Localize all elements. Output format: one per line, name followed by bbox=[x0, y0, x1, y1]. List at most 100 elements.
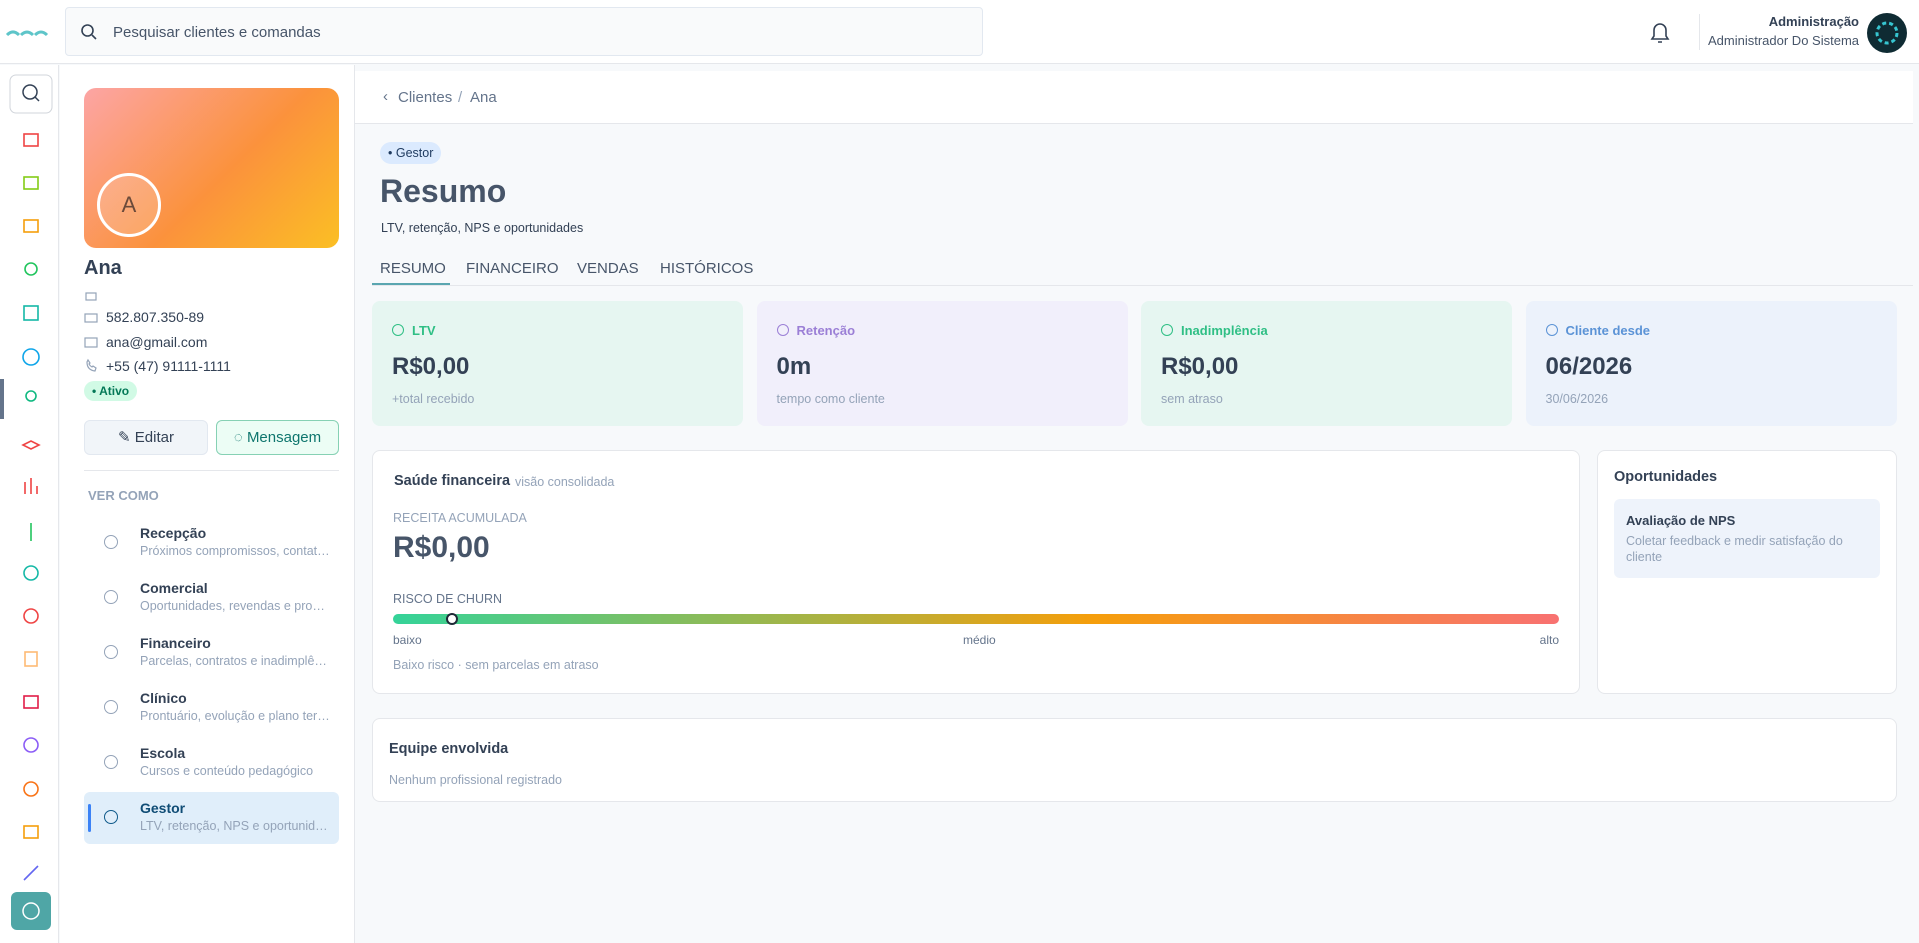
view-as-icon bbox=[104, 810, 118, 824]
opportunity-item[interactable]: Avaliação de NPS Coletar feedback e medi… bbox=[1614, 499, 1880, 578]
view-as-title: Recepção bbox=[140, 525, 207, 541]
kpi-note: sem atraso bbox=[1161, 392, 1223, 406]
divider bbox=[84, 470, 339, 471]
profile-avatar: A bbox=[97, 173, 161, 237]
kpi-note: 30/06/2026 bbox=[1545, 392, 1609, 406]
kpi-label: Retenção bbox=[796, 323, 856, 338]
message-button[interactable]: ◌ Mensagem bbox=[216, 420, 339, 455]
page-badge: • Gestor bbox=[380, 142, 442, 164]
scale-low: baixo bbox=[393, 633, 422, 647]
client-name: Ana bbox=[84, 257, 122, 279]
view-as-subtitle: Oportunidades, revendas e pro… bbox=[140, 599, 325, 613]
card-title: Equipe envolvida bbox=[389, 741, 509, 757]
search-placeholder: Pesquisar clientes e comandas bbox=[113, 24, 321, 41]
user-name: Administrador Do Sistema bbox=[1708, 33, 1859, 48]
churn-note: Baixo risco · sem parcelas em atraso bbox=[393, 658, 599, 672]
revenue-value: R$0,00 bbox=[393, 531, 490, 564]
main-content: ‹ Clientes / Ana • Gestor Resumo LTV, re… bbox=[355, 65, 1919, 943]
view-as-title: VER COMO bbox=[88, 488, 159, 503]
team-card: Equipe envolvida Nenhum profissional reg… bbox=[372, 718, 1897, 802]
active-indicator bbox=[88, 804, 91, 832]
page-subtitle: LTV, retenção, NPS e oportunidades bbox=[381, 221, 584, 235]
search-box[interactable]: Pesquisar clientes e comandas bbox=[65, 7, 983, 56]
view-as-icon bbox=[104, 590, 118, 604]
view-as-subtitle: Parcelas, contratos e inadimplê… bbox=[140, 654, 327, 668]
breadcrumb-parent[interactable]: Clientes bbox=[398, 89, 453, 106]
view-as-icon bbox=[104, 700, 118, 714]
tabs-border bbox=[372, 285, 1913, 286]
view-as-title: Gestor bbox=[140, 800, 186, 816]
kpi-value: 06/2026 bbox=[1545, 353, 1633, 380]
edit-label: Editar bbox=[134, 429, 174, 446]
opportunity-description: Coletar feedback e medir satisfação do c… bbox=[1626, 534, 1843, 564]
breadcrumb-back[interactable]: ‹ bbox=[383, 88, 388, 105]
churn-label: RISCO DE CHURN bbox=[393, 592, 503, 606]
kpi-note: tempo como cliente bbox=[776, 392, 885, 406]
client-sidebar: A Ana 582.807.350-89 ana@gmail.com +55 (… bbox=[60, 65, 355, 943]
client-email: ana@gmail.com bbox=[106, 334, 208, 350]
breadcrumb-separator: / bbox=[458, 89, 463, 106]
view-as-item[interactable]: Gestor LTV, retenção, NPS e oportunid… bbox=[84, 792, 339, 844]
financial-health-card: Saúde financeira visão consolidada RECEI… bbox=[372, 450, 1580, 694]
top-bar: Pesquisar clientes e comandas Administra… bbox=[0, 0, 1919, 64]
kpi-card: Retenção 0m tempo como cliente bbox=[756, 301, 1128, 426]
view-as-title: Financeiro bbox=[140, 635, 211, 651]
icon-rail bbox=[0, 65, 59, 943]
view-as-item[interactable]: Comercial Oportunidades, revendas e pro… bbox=[84, 572, 339, 624]
user-avatar[interactable] bbox=[1866, 12, 1908, 54]
tab[interactable]: HISTÓRICOS bbox=[660, 260, 754, 277]
tab[interactable]: RESUMO bbox=[380, 260, 446, 277]
team-empty: Nenhum profissional registrado bbox=[389, 773, 563, 787]
kpi-icon bbox=[1545, 324, 1558, 336]
view-as-title: Escola bbox=[140, 745, 186, 761]
view-as-subtitle: Próximos compromissos, contat… bbox=[140, 544, 330, 558]
view-as-item[interactable]: Clínico Prontuário, evolução e plano ter… bbox=[84, 682, 339, 734]
card-subtitle: visão consolidada bbox=[515, 475, 615, 489]
scale-mid: médio bbox=[963, 633, 996, 647]
edit-button[interactable]: ✎ Editar bbox=[84, 420, 208, 455]
view-as-item[interactable]: Recepção Próximos compromissos, contat… bbox=[84, 517, 339, 569]
view-as-title: Comercial bbox=[140, 580, 208, 596]
churn-gauge bbox=[393, 614, 1559, 624]
view-as-subtitle: Prontuário, evolução e plano ter… bbox=[140, 709, 330, 723]
tab[interactable]: VENDAS bbox=[577, 260, 639, 277]
client-document: 582.807.350-89 bbox=[106, 309, 205, 325]
kpi-icon bbox=[776, 324, 789, 336]
user-role: Administração bbox=[1768, 14, 1859, 29]
notifications[interactable] bbox=[1648, 20, 1672, 46]
view-as-item[interactable]: Financeiro Parcelas, contratos e inadimpl… bbox=[84, 627, 339, 679]
kpi-value: R$0,00 bbox=[1161, 353, 1239, 380]
view-as-subtitle: LTV, retenção, NPS e oportunid… bbox=[140, 819, 328, 833]
card-title: Oportunidades bbox=[1614, 469, 1718, 485]
opportunity-title: Avaliação de NPS bbox=[1626, 513, 1736, 528]
kpi-card: Cliente desde 06/2026 30/06/2026 bbox=[1525, 301, 1897, 426]
card-title: Saúde financeira bbox=[394, 473, 511, 489]
kpi-label: LTV bbox=[412, 323, 436, 338]
contact-icons bbox=[84, 292, 98, 372]
divider bbox=[1699, 14, 1700, 50]
breadcrumb-bar: ‹ Clientes / Ana bbox=[355, 71, 1913, 124]
view-as-subtitle: Cursos e conteúdo pedagógico bbox=[140, 764, 314, 778]
kpi-value: 0m bbox=[776, 353, 812, 380]
logo bbox=[5, 30, 49, 37]
breadcrumb-current: Ana bbox=[470, 89, 497, 106]
active-tab-indicator bbox=[372, 283, 450, 285]
rail-icons bbox=[0, 74, 53, 930]
view-as-icon bbox=[104, 755, 118, 769]
kpi-label: Inadimplência bbox=[1181, 323, 1268, 338]
search-icon bbox=[81, 24, 97, 40]
view-as-item[interactable]: Escola Cursos e conteúdo pedagógico bbox=[84, 737, 339, 789]
view-as-icon bbox=[104, 645, 118, 659]
kpi-card: Inadimplência R$0,00 sem atraso bbox=[1141, 301, 1512, 426]
churn-marker bbox=[446, 613, 458, 625]
view-as-icon bbox=[104, 535, 118, 549]
profile-cover: A bbox=[84, 88, 339, 248]
tab[interactable]: FINANCEIRO bbox=[466, 260, 559, 277]
revenue-label: RECEITA ACUMULADA bbox=[393, 511, 527, 525]
kpi-icon bbox=[392, 324, 404, 336]
message-label: Mensagem bbox=[246, 429, 322, 446]
kpi-value: R$0,00 bbox=[392, 353, 470, 380]
page-title: Resumo bbox=[380, 173, 507, 209]
